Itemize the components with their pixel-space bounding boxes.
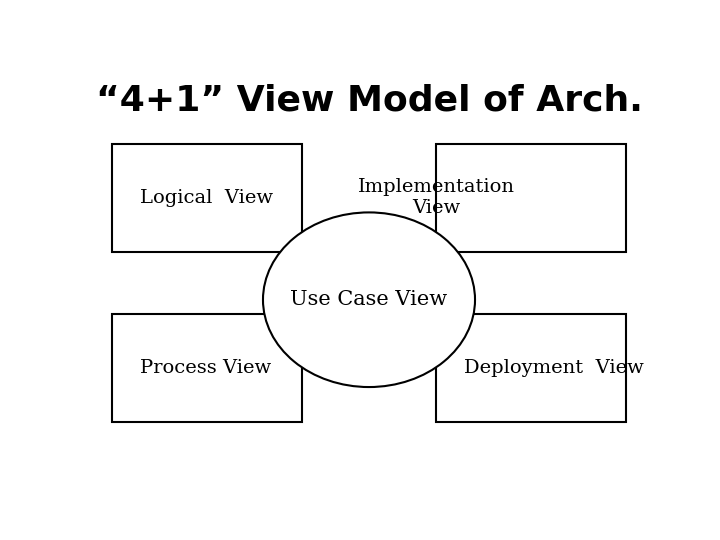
FancyBboxPatch shape: [112, 314, 302, 422]
Text: Logical  View: Logical View: [140, 189, 274, 207]
Text: “4+1” View Model of Arch.: “4+1” View Model of Arch.: [96, 84, 642, 118]
FancyBboxPatch shape: [436, 314, 626, 422]
Text: Process View: Process View: [140, 359, 271, 377]
Ellipse shape: [263, 212, 475, 387]
FancyBboxPatch shape: [112, 144, 302, 252]
Text: Use Case View: Use Case View: [290, 290, 448, 309]
Text: Implementation
View: Implementation View: [357, 178, 515, 217]
FancyBboxPatch shape: [436, 144, 626, 252]
Text: Deployment  View: Deployment View: [464, 359, 644, 377]
